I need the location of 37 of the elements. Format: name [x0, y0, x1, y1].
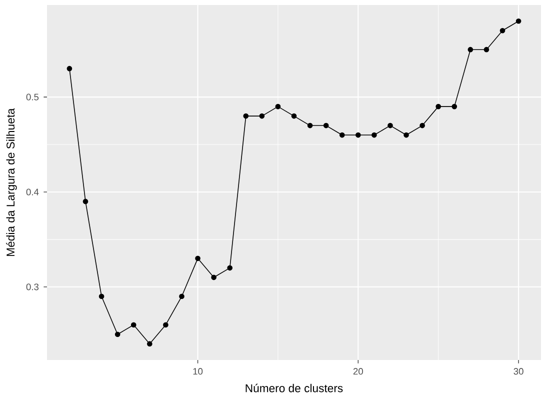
point — [388, 122, 393, 128]
point — [372, 132, 377, 138]
y-axis-title: Média da Largura de Silhueta — [6, 108, 17, 256]
point — [275, 104, 281, 110]
x-axis-title: Número de clusters — [246, 384, 343, 392]
point — [436, 104, 442, 110]
point — [404, 132, 409, 138]
point — [179, 294, 184, 300]
point — [291, 113, 297, 119]
point — [243, 113, 249, 119]
point — [114, 332, 120, 338]
point — [355, 132, 361, 138]
x-tick-label: 30 — [514, 368, 524, 375]
y-tick-label: 0.4 — [26, 188, 39, 196]
point — [259, 113, 265, 119]
point — [66, 66, 72, 72]
point — [82, 198, 88, 204]
point — [163, 322, 168, 328]
point — [452, 104, 458, 110]
point — [516, 18, 522, 24]
point — [146, 341, 152, 347]
point — [323, 122, 329, 128]
point — [420, 122, 425, 128]
point — [500, 28, 506, 34]
point — [227, 265, 233, 271]
point — [484, 46, 490, 52]
y-tick-label: 0.5 — [26, 94, 39, 100]
x-tick-label: 10 — [193, 368, 203, 375]
point — [468, 46, 474, 52]
point — [339, 132, 345, 138]
point — [130, 322, 136, 328]
point — [98, 294, 104, 300]
point — [307, 122, 313, 128]
x-tick-label: 20 — [353, 368, 363, 375]
y-tick-label: 0.3 — [26, 284, 39, 290]
point — [195, 256, 200, 262]
point — [211, 274, 216, 280]
